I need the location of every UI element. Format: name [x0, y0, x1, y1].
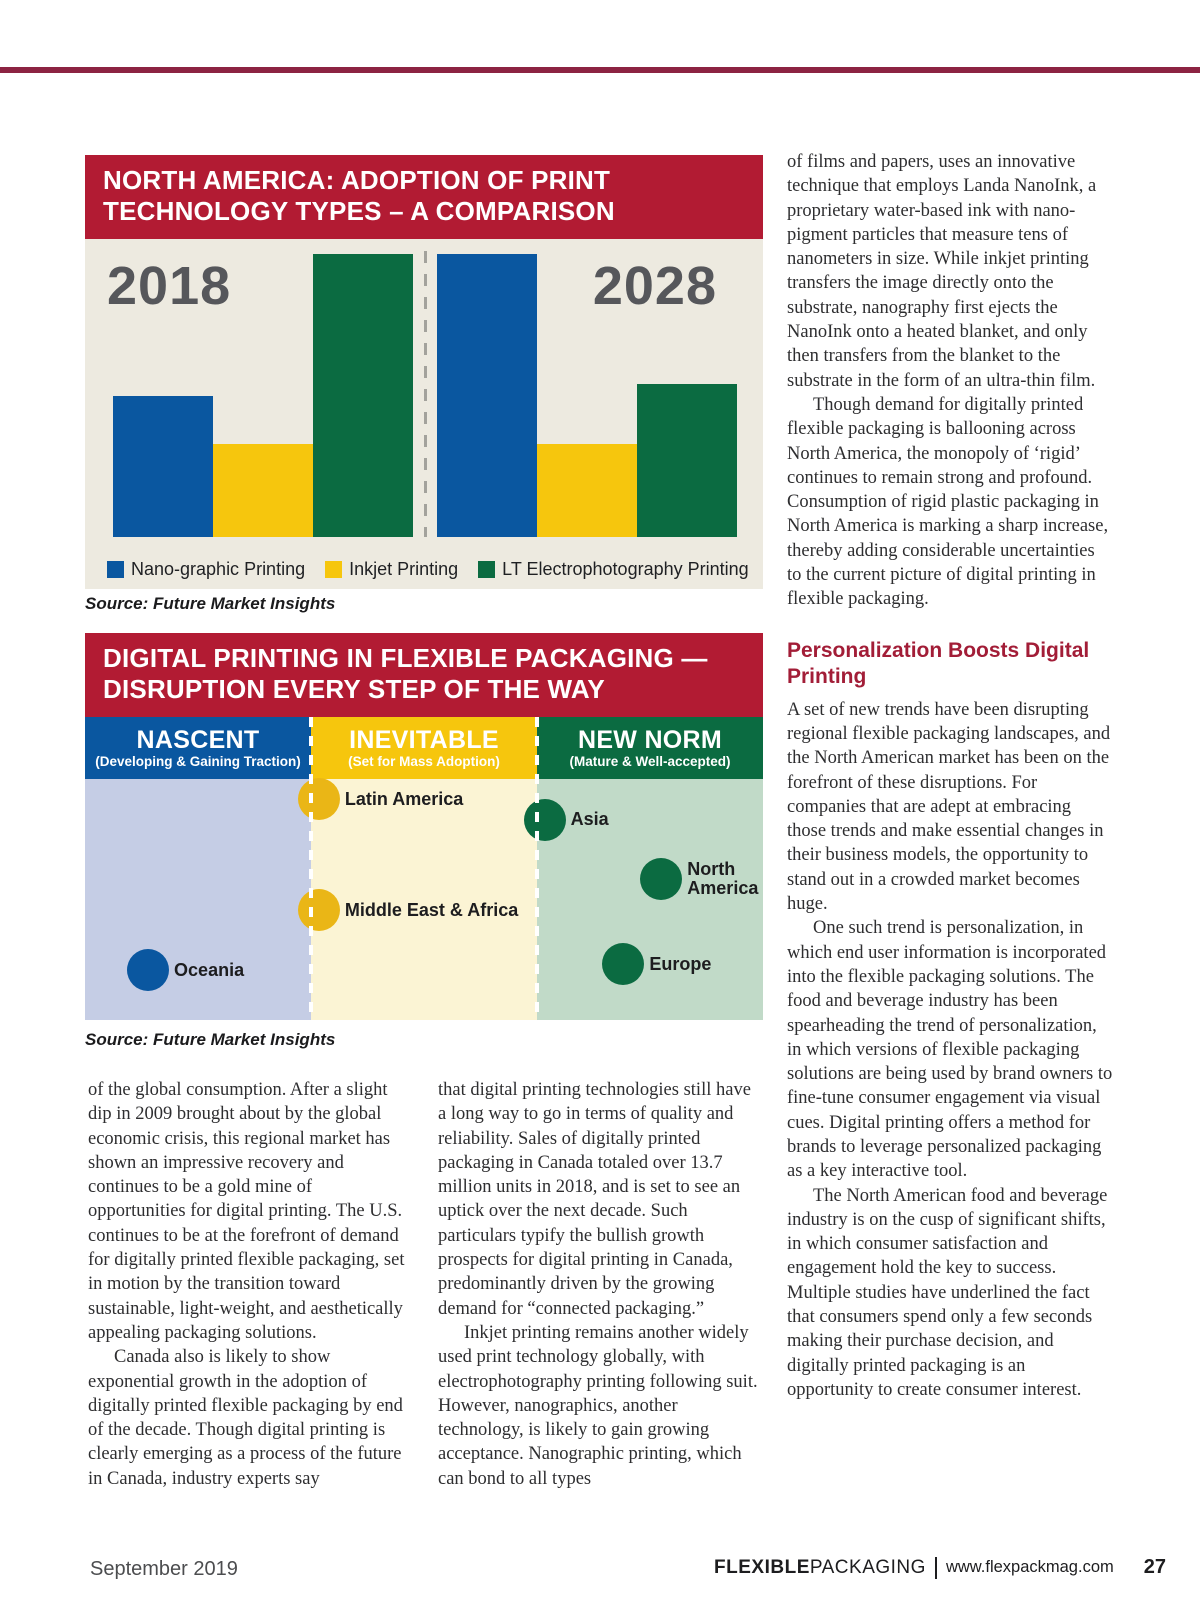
section-heading: Personalization Boosts Digital Printing	[787, 638, 1090, 688]
article-paragraph: The North American food and beverage ind…	[787, 1185, 1108, 1400]
stage-separator-2	[535, 717, 539, 1020]
bar-2028-lt-electrophotography-printing	[637, 384, 737, 537]
region-dot-asia	[523, 798, 566, 841]
region-label-oceania: Oceania	[174, 959, 245, 980]
chart2-title-line2: DISRUPTION EVERY STEP OF THE WAY	[103, 674, 605, 704]
legend-label: Inkjet Printing	[349, 559, 459, 579]
bar-2018-nano-graphic-printing	[113, 395, 213, 537]
region-label-middle-east-africa: Middle East & Africa	[344, 899, 519, 920]
article-paragraph: of films and papers, uses an innovative …	[787, 152, 1097, 391]
stage-body-nascent	[85, 779, 311, 1020]
article-paragraph: Canada also is likely to show exponentia…	[88, 1347, 403, 1489]
chart2-source: Source: Future Market Insights	[85, 1030, 336, 1049]
stage-cell-nascent: NASCENT (Developing & Gaining Traction)	[85, 717, 311, 779]
stage-subtitle: (Developing & Gaining Traction)	[95, 753, 301, 769]
article-paragraph: of the global consumption. After a sligh…	[88, 1080, 405, 1343]
chart2-lower: NASCENT (Developing & Gaining Traction) IN…	[85, 717, 763, 1020]
chart1-source: Source: Future Market Insights	[85, 594, 336, 613]
footer-issue-date: September 2019	[90, 1558, 238, 1580]
article-paragraph: Though demand for digitally printed flex…	[787, 394, 1109, 610]
region-dot-middle-east-africa	[297, 889, 340, 932]
chart1-bars	[85, 254, 763, 537]
legend-item-inkjet-printing: Inkjet Printing	[325, 559, 458, 580]
inkjet-printing-swatch-icon	[325, 561, 343, 578]
region-label-asia: Asia	[570, 809, 609, 830]
nano-graphic-printing-swatch-icon	[107, 561, 124, 578]
region-label-europe: Europe	[649, 953, 712, 974]
chart1-group-divider	[424, 251, 427, 537]
legend-item-nano-graphic-printing: Nano-graphic Printing	[107, 559, 305, 580]
chart-disruption-stages: DIGITAL PRINTING IN FLEXIBLE PACKAGING —…	[85, 633, 763, 1020]
region-label-north-america: North America	[687, 859, 759, 898]
region-dot-oceania	[127, 949, 170, 992]
region-dot-north-america	[640, 858, 683, 900]
region-dot-europe	[602, 943, 645, 986]
chart2-body: Latin America Asia North America Middle East…	[85, 778, 763, 1020]
article-paragraph: that digital printing technologies still…	[438, 1080, 751, 1319]
stage-body-new-norm	[537, 779, 763, 1020]
stage-separator-1	[309, 717, 313, 1020]
stage-title: NEW NORM	[577, 725, 723, 754]
chart1-title: NORTH AMERICA: ADOPTION OF PRINT TECHNOL…	[85, 155, 763, 239]
region-dot-latin-america	[297, 778, 340, 821]
article-column-left: of the global consumption. After a sligh…	[88, 1078, 410, 1491]
chart1-plot: 2018 2028 Nano-graphic Printing Inkjet Pr…	[85, 239, 763, 589]
footer-page-number: 27	[1143, 1556, 1166, 1578]
bar-group-2018	[113, 254, 413, 537]
year-label-2028: 2028	[592, 256, 717, 316]
chart-adoption-comparison: NORTH AMERICA: ADOPTION OF PRINT TECHNOL…	[85, 155, 763, 589]
footer-magazine-name-bold: FLEXIBLE	[714, 1556, 810, 1578]
stage-title: NASCENT	[136, 725, 260, 754]
chart2-title: DIGITAL PRINTING IN FLEXIBLE PACKAGING —…	[85, 633, 763, 717]
stage-title: INEVITABLE	[349, 725, 499, 754]
bar-2018-lt-electrophotography-printing	[313, 254, 413, 537]
chart2-stage-row: NASCENT (Developing & Gaining Traction) IN…	[85, 717, 763, 779]
bar-2028-inkjet-printing	[537, 443, 637, 537]
article-paragraph: A set of new trends have been disrupting…	[787, 699, 1111, 915]
legend-item-lt-electrophotography-printing: LT Electrophotography Printing	[478, 559, 749, 580]
footer-magazine-name-regular: PACKAGING	[809, 1556, 926, 1578]
bar-group-2028	[437, 254, 737, 537]
stage-subtitle: (Mature & Well-accepted)	[569, 753, 731, 769]
stage-body-inevitable	[311, 779, 537, 1020]
lt-electrophotography-printing-swatch-icon	[478, 561, 496, 578]
footer-right-group: FLEXIBLE PACKAGING www.flexpackmag.com 2…	[714, 1556, 1166, 1579]
year-label-2018: 2018	[107, 256, 232, 316]
article-column-middle: that digital printing technologies still…	[438, 1078, 760, 1491]
article-column-right: of films and papers, uses an innovative …	[787, 150, 1113, 1402]
region-label-latin-america: Latin America	[344, 788, 464, 809]
stage-cell-inevitable: INEVITABLE (Set for Mass Adoption)	[311, 717, 537, 779]
footer-divider	[934, 1556, 937, 1579]
bar-2028-nano-graphic-printing	[437, 254, 537, 537]
chart1-legend: Nano-graphic Printing Inkjet Printing LT E…	[107, 559, 749, 580]
chart1-title-line1: NORTH AMERICA: ADOPTION OF PRINT	[103, 165, 611, 195]
stage-cell-new-norm: NEW NORM (Mature & Well-accepted)	[537, 717, 763, 779]
article-paragraph: One such trend is personalization, in wh…	[787, 918, 1113, 1182]
bar-2018-inkjet-printing	[213, 443, 313, 537]
stage-subtitle: (Set for Mass Adoption)	[348, 753, 500, 769]
footer-website: www.flexpackmag.com	[945, 1558, 1114, 1576]
page-top-rule	[0, 67, 1200, 73]
chart1-title-line2: TECHNOLOGY TYPES – A COMPARISON	[103, 196, 615, 226]
legend-label: LT Electrophotography Printing	[502, 559, 749, 579]
legend-label: Nano-graphic Printing	[131, 559, 306, 579]
chart2-title-line1: DIGITAL PRINTING IN FLEXIBLE PACKAGING —	[103, 643, 708, 673]
article-paragraph: Inkjet printing remains another widely u…	[438, 1322, 758, 1489]
